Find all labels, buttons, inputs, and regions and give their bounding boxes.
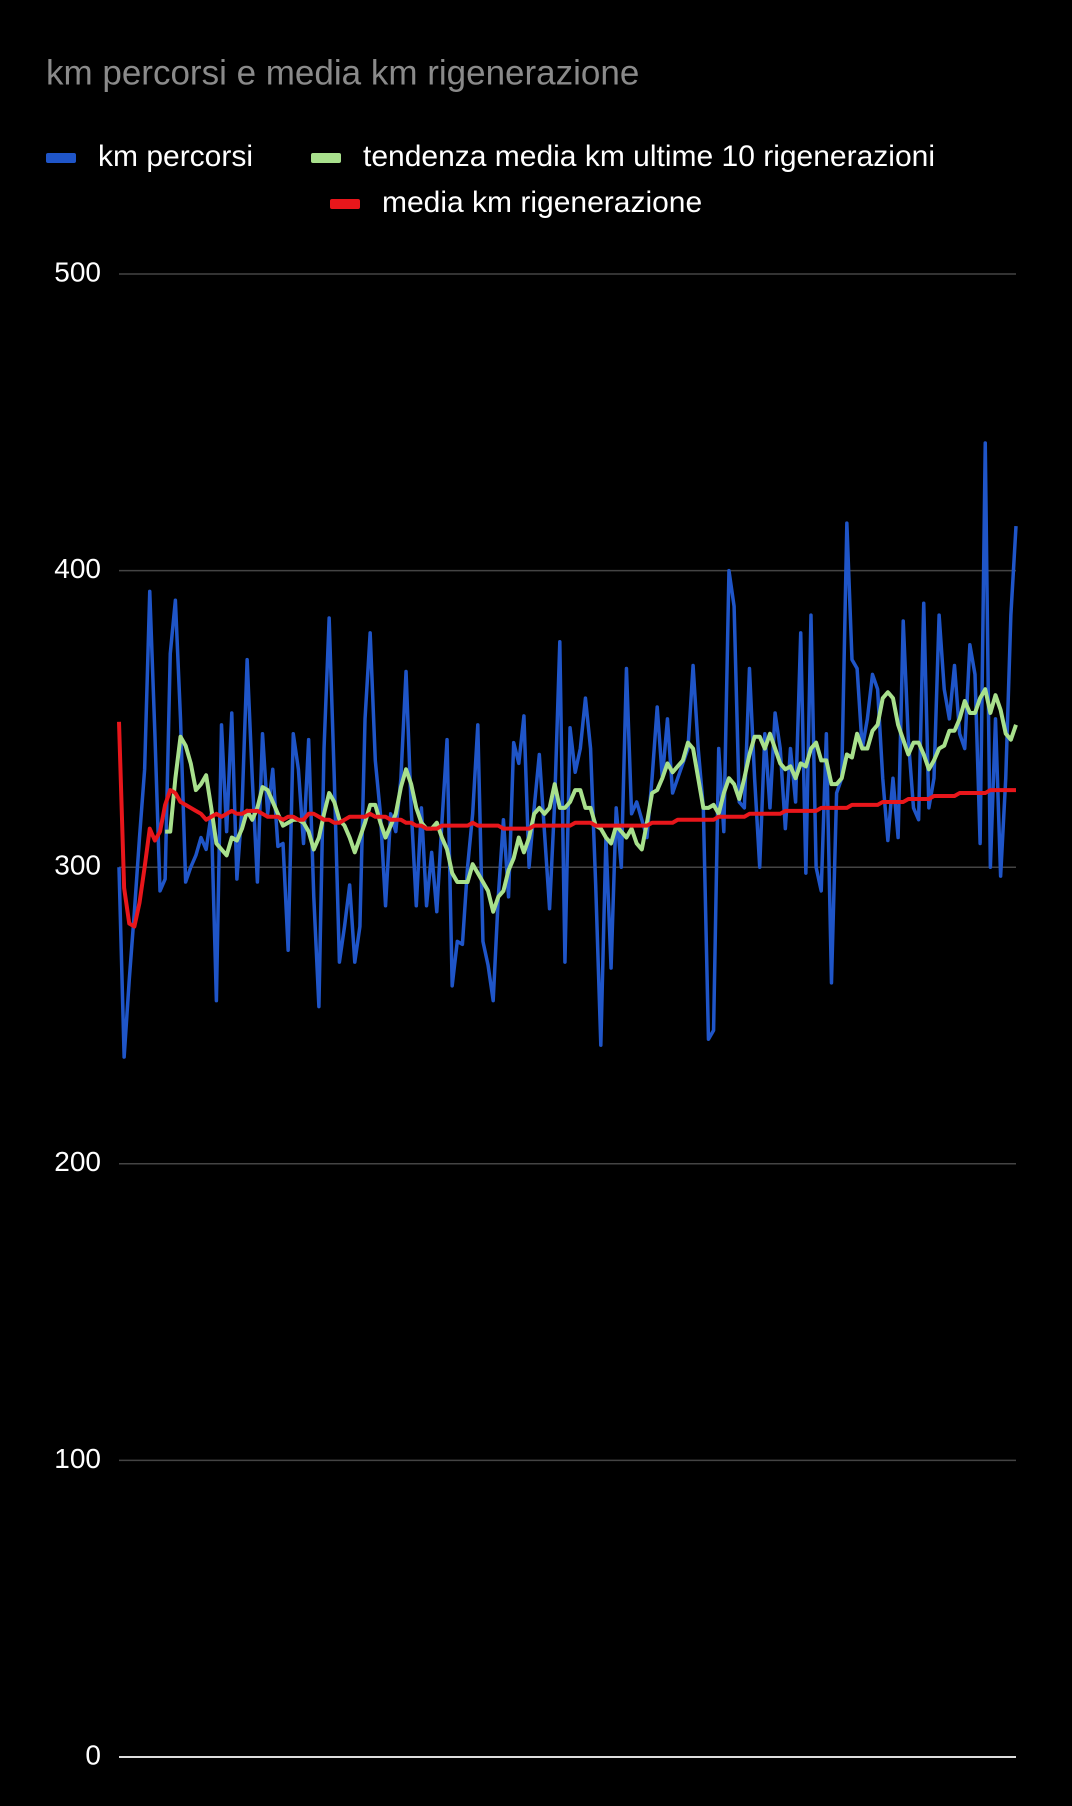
y-tick-label: 0 <box>85 1739 101 1770</box>
legend-label: km percorsi <box>98 140 253 173</box>
legend-swatch <box>311 153 341 163</box>
legend-swatch <box>330 199 360 209</box>
series-line <box>117 441 1018 1059</box>
series-line <box>117 721 1016 929</box>
chart-title: km percorsi e media km rigenerazione <box>46 53 639 92</box>
series-line <box>165 687 1018 914</box>
y-tick-label: 500 <box>54 256 101 287</box>
legend-swatch <box>46 153 76 163</box>
legend-label: media km rigenerazione <box>382 186 702 219</box>
y-tick-label: 300 <box>54 850 101 881</box>
legend-label: tendenza media km ultime 10 rigenerazion… <box>363 140 935 173</box>
y-tick-label: 200 <box>54 1146 101 1177</box>
y-tick-label: 400 <box>54 553 101 584</box>
y-tick-label: 100 <box>54 1443 101 1474</box>
